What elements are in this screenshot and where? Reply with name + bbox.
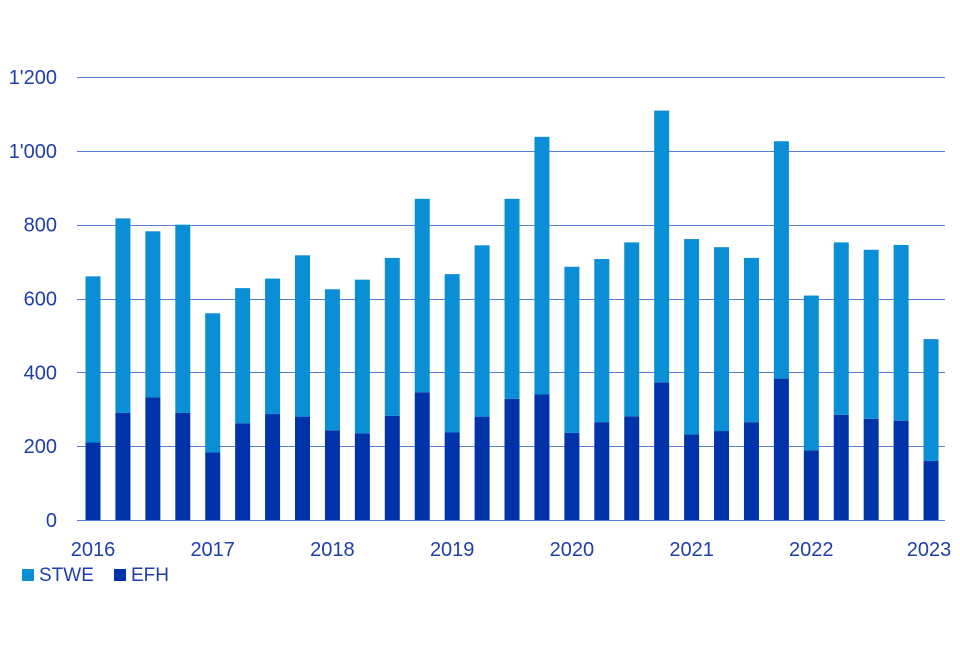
- legend-swatch-stwe: [22, 569, 34, 581]
- bar-efh-2019-q2: [474, 416, 490, 520]
- bar-stwe-2016-q2: [115, 218, 131, 413]
- y-tick-label: 1'200: [9, 67, 57, 89]
- bar-efh-2019-q3: [504, 398, 520, 520]
- bar-stwe-2023-q1: [923, 339, 939, 461]
- bar-stwe-2021-q1: [684, 239, 700, 435]
- x-tick-label: 2023: [907, 539, 952, 561]
- bar-stwe-2022-q3: [863, 249, 879, 419]
- bar-efh-2019-q4: [534, 394, 550, 520]
- legend-label-efh: EFH: [131, 565, 169, 586]
- y-tick-label: 400: [24, 362, 57, 384]
- y-tick-label: 0: [46, 510, 57, 532]
- bar-stwe-2020-q1: [564, 266, 580, 433]
- bar-stwe-2018-q1: [324, 289, 340, 431]
- bar-efh-2018-q2: [354, 433, 370, 520]
- bar-efh-2019-q1: [444, 432, 460, 520]
- bar-efh-2017-q3: [265, 414, 281, 520]
- x-tick-label: 2017: [190, 539, 235, 561]
- bar-stwe-2016-q1: [85, 276, 101, 443]
- bar-stwe-2021-q4: [773, 141, 789, 379]
- bar-efh-2022-q4: [893, 420, 909, 520]
- bar-stwe-2017-q4: [295, 255, 311, 417]
- bar-stwe-2022-q4: [893, 244, 909, 421]
- bar-stwe-2019-q1: [444, 274, 460, 433]
- bar-stwe-2017-q1: [205, 313, 221, 453]
- bar-efh-2018-q3: [384, 415, 400, 520]
- x-tick-label: 2021: [669, 539, 714, 561]
- bar-efh-2021-q2: [714, 431, 730, 520]
- bar-efh-2021-q4: [773, 378, 789, 520]
- x-tick-label: 2022: [789, 539, 834, 561]
- x-axis-tick-labels: 2016 2017 2018 2019 2020 2021 2022 2023: [71, 539, 952, 561]
- bar-stwe-2021-q3: [743, 257, 759, 423]
- legend-swatch-efh: [114, 569, 126, 581]
- x-tick-label: 2020: [550, 539, 595, 561]
- bar-efh-2020-q1: [564, 432, 580, 520]
- bar-efh-2023-q1: [923, 460, 939, 520]
- bar-efh-2020-q3: [624, 416, 640, 520]
- bar-efh-2018-q1: [324, 430, 340, 520]
- bar-stwe-2016-q4: [175, 224, 191, 413]
- bar-efh-2016-q4: [175, 412, 191, 520]
- y-tick-label: 800: [24, 215, 57, 237]
- legend: STWE EFH: [22, 565, 169, 586]
- y-tick-label: 600: [24, 289, 57, 311]
- y-axis-tick-labels: 0 200 400 600 800 1'000 1'200: [9, 67, 57, 532]
- bars: [85, 110, 939, 520]
- bar-efh-2020-q4: [654, 382, 670, 520]
- bar-efh-2016-q2: [115, 412, 131, 520]
- bar-efh-2018-q4: [414, 392, 430, 520]
- bar-stwe-2020-q2: [594, 259, 610, 423]
- bar-efh-2021-q3: [743, 422, 759, 520]
- bar-stwe-2019-q4: [534, 136, 550, 395]
- x-tick-label: 2016: [71, 539, 116, 561]
- bar-stwe-2017-q2: [235, 288, 251, 424]
- bar-efh-2020-q2: [594, 422, 610, 520]
- bar-efh-2017-q4: [295, 416, 311, 520]
- y-tick-label: 200: [24, 436, 57, 458]
- bar-efh-2016-q1: [85, 442, 101, 520]
- bar-stwe-2019-q2: [474, 245, 490, 417]
- x-tick-label: 2018: [310, 539, 355, 561]
- bar-stwe-2018-q4: [414, 198, 430, 393]
- y-tick-label: 1'000: [9, 141, 57, 163]
- bar-efh-2017-q1: [205, 452, 221, 520]
- x-tick-label: 2019: [430, 539, 475, 561]
- bar-stwe-2022-q1: [803, 295, 819, 451]
- bar-stwe-2018-q3: [384, 257, 400, 416]
- bar-stwe-2019-q3: [504, 198, 520, 399]
- bar-stwe-2020-q3: [624, 242, 640, 417]
- bar-stwe-2021-q2: [714, 247, 730, 432]
- bar-efh-2022-q1: [803, 450, 819, 520]
- bar-efh-2017-q2: [235, 423, 251, 520]
- bar-efh-2022-q2: [833, 414, 849, 520]
- bar-stwe-2017-q3: [265, 278, 281, 415]
- bar-efh-2016-q3: [145, 397, 161, 520]
- bar-efh-2022-q3: [863, 418, 879, 520]
- bar-stwe-2020-q4: [654, 110, 670, 383]
- legend-label-stwe: STWE: [39, 565, 94, 586]
- bar-stwe-2018-q2: [354, 279, 370, 434]
- bar-stwe-2016-q3: [145, 231, 161, 398]
- bar-efh-2021-q1: [684, 434, 700, 520]
- bar-stwe-2022-q2: [833, 242, 849, 415]
